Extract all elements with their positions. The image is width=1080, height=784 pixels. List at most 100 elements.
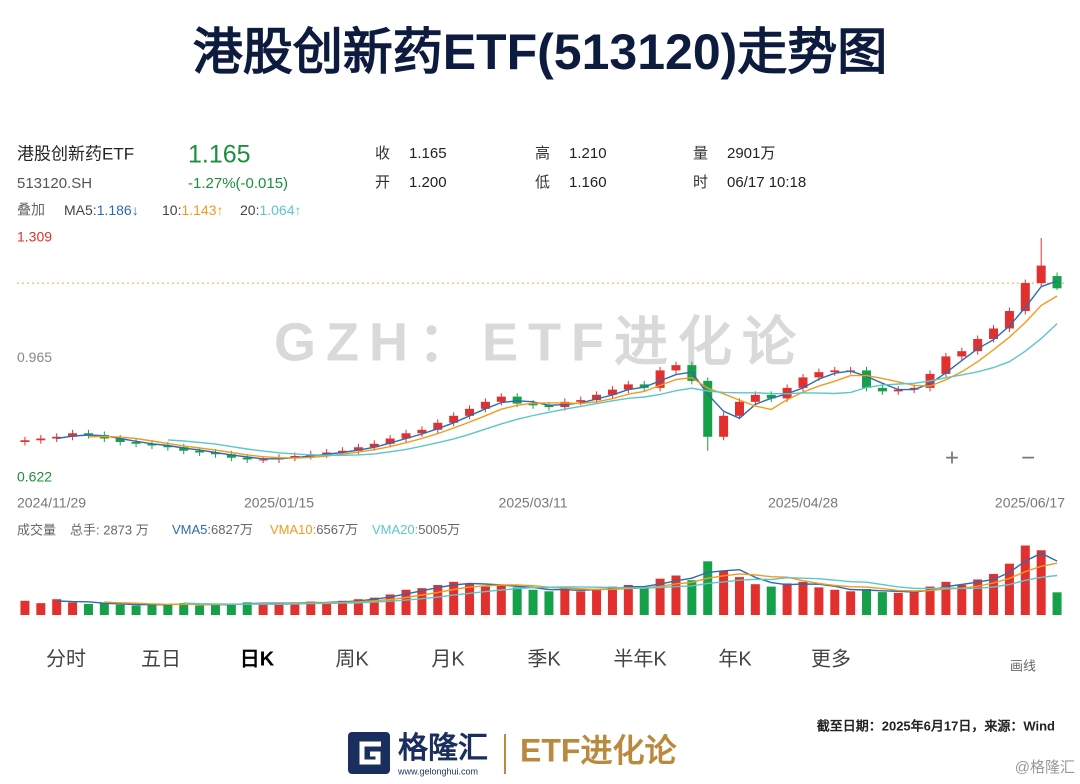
period-tabs: 分时 五日 日K 周K 月K 季K 半年K 年K 更多 [46,647,851,670]
candle-body [592,394,602,401]
tab[interactable]: 五日 [141,648,181,670]
candle-body [433,422,443,430]
channel-name: ETF进化论 [520,732,677,768]
ma-line [88,295,1058,459]
candle-body [941,356,951,374]
volume-bar [512,587,522,615]
volume-bar [290,602,300,615]
x-tick-label: 2025/03/11 [499,495,568,511]
volume-bar [496,585,506,615]
candle-body [623,384,633,390]
candle-body [290,455,300,458]
candle-body [496,396,506,402]
tab[interactable]: 月K [431,648,465,670]
legend-entry: 10:1.143↑ [162,202,224,218]
volume-bar [925,586,935,615]
candle-body [131,442,141,444]
tab[interactable]: 周K [335,648,369,670]
draw-button[interactable]: 画线 [1010,658,1036,673]
volume-bar [750,584,760,615]
volume-bar [274,603,284,615]
candle-body [1020,283,1030,312]
volume-legend-entry: VMA20:5005万 [372,522,460,537]
x-tick-label: 2025/06/17 [995,495,1065,511]
tab[interactable]: 季K [527,647,561,670]
candle-body [877,387,887,392]
candle-body [973,338,983,352]
tab[interactable]: 日K [240,648,275,670]
candle-body [401,433,411,439]
volume-bar [655,578,665,615]
field-value: 1.160 [569,174,607,191]
candle-body [179,447,189,451]
legend-name: 10: [162,202,181,218]
candle-body [639,384,649,388]
candle-body [226,454,236,458]
volume-bar [703,561,713,615]
volume-bar [592,588,602,615]
volume-bar [528,589,538,615]
volume-bar [576,591,586,615]
candle-body [1036,265,1046,284]
legend-entry: 20:1.064↑ [240,202,302,218]
volume-bar [798,581,808,615]
vma-line [183,574,1058,606]
candle-body [210,452,220,455]
volume-bar [83,603,93,615]
ma-line [167,323,1058,456]
volume-bar [131,605,141,615]
field-label: 高 [535,145,550,162]
candle-body [719,415,729,437]
candle-body [83,433,93,436]
volume-bar [179,603,189,615]
candle-body [322,452,332,455]
volume-bar [782,583,792,615]
volume-bar [1036,550,1046,615]
volume-bar [353,599,363,615]
volume-bar [242,602,252,615]
volume-bar [766,586,776,615]
field-value: 1.200 [409,174,447,191]
volume-bar [639,588,649,615]
volume-bar [989,573,999,615]
logo-glyph [359,741,381,765]
candle-body [385,438,395,444]
candle-body [147,443,157,446]
volume-legend-name: VMA10: [270,522,316,537]
field-label: 低 [535,174,550,191]
candle-body [338,450,348,453]
tab[interactable]: 半年K [613,647,667,670]
field-value: 1.210 [569,145,607,162]
corner-mark: @格隆汇 [1015,759,1075,776]
candle-body [480,401,490,409]
candle-body [703,380,713,437]
volume-bar [147,603,157,615]
candle-body [798,377,808,388]
candle-body [830,370,840,373]
tab[interactable]: 年K [718,647,752,670]
volume-legend-name: VMA5: [172,522,211,537]
legend-value: 1.143 [181,202,216,218]
volume-bar [36,603,46,615]
zoom-out[interactable]: − [1021,444,1035,471]
volume-bar [544,591,554,615]
volume-bar [480,586,490,615]
volume-bar [607,586,617,615]
candle-body [1004,311,1014,329]
candle-body [465,408,475,416]
candle-body [528,403,538,406]
zoom-in[interactable]: + [945,444,959,471]
brand-url: www.gelonghui.com [397,766,478,776]
tab[interactable]: 分时 [46,647,86,670]
legend-trend: ↓ [132,202,139,218]
volume-chart: 成交量 总手: 2873 万 VMA5:6827万 VMA10:6567万 VMA2… [17,522,1062,615]
ma-legend: 叠加 MA5:1.186↓ 10:1.143↑ 20:1.064↑ [17,202,302,218]
volume-bar [52,599,62,615]
volume-bar [671,575,681,615]
volume-bar [417,588,427,615]
y-tick-label: 0.622 [17,469,52,485]
volume-bar [877,592,887,615]
tab[interactable]: 更多 [811,647,851,670]
